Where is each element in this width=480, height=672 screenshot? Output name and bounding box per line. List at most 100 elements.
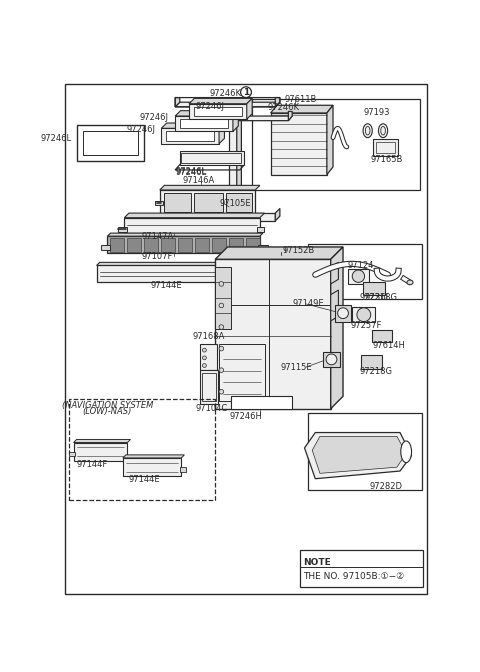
Bar	[252, 99, 420, 190]
Circle shape	[203, 364, 206, 368]
Bar	[308, 413, 421, 491]
Text: 97282D: 97282D	[369, 482, 402, 491]
Polygon shape	[233, 111, 238, 132]
Bar	[373, 139, 398, 156]
Circle shape	[219, 325, 224, 329]
Polygon shape	[123, 458, 181, 476]
Text: 97144F: 97144F	[77, 460, 108, 468]
Polygon shape	[73, 443, 127, 461]
Polygon shape	[247, 98, 252, 119]
Text: 97236L: 97236L	[360, 292, 391, 302]
Polygon shape	[215, 116, 292, 121]
Circle shape	[219, 282, 224, 286]
Polygon shape	[229, 213, 275, 221]
Text: 97246J: 97246J	[196, 102, 225, 112]
Bar	[308, 244, 421, 299]
Polygon shape	[160, 185, 260, 190]
Polygon shape	[108, 233, 263, 236]
Circle shape	[203, 348, 206, 352]
Polygon shape	[178, 238, 192, 251]
Polygon shape	[180, 119, 228, 128]
Text: 97246L: 97246L	[41, 134, 72, 143]
Polygon shape	[336, 306, 351, 323]
Circle shape	[219, 346, 224, 351]
Text: NOTE: NOTE	[303, 558, 331, 567]
Polygon shape	[124, 213, 264, 218]
Bar	[202, 373, 216, 401]
Text: 1: 1	[243, 87, 249, 97]
Polygon shape	[175, 111, 238, 116]
Polygon shape	[180, 151, 244, 165]
Polygon shape	[166, 132, 215, 140]
Text: (NAVIGATION SYSTEM: (NAVIGATION SYSTEM	[62, 401, 153, 410]
Polygon shape	[361, 355, 382, 369]
Text: 97147A: 97147A	[141, 232, 174, 241]
Polygon shape	[229, 121, 237, 221]
Polygon shape	[258, 245, 267, 250]
Polygon shape	[271, 106, 333, 113]
Text: 97246L: 97246L	[175, 168, 206, 177]
Circle shape	[219, 389, 224, 394]
Text: 97105E: 97105E	[220, 198, 252, 208]
Text: 97246K: 97246K	[209, 89, 241, 98]
Text: 97246J: 97246J	[126, 126, 155, 134]
Polygon shape	[189, 98, 252, 103]
Polygon shape	[212, 238, 226, 251]
Polygon shape	[108, 236, 260, 253]
Polygon shape	[180, 467, 186, 472]
Text: 97246H: 97246H	[229, 412, 263, 421]
Ellipse shape	[401, 441, 411, 462]
Polygon shape	[144, 238, 158, 251]
Text: 97115E: 97115E	[281, 363, 312, 372]
Polygon shape	[155, 201, 163, 206]
Polygon shape	[219, 344, 265, 401]
Ellipse shape	[407, 280, 413, 285]
Polygon shape	[161, 123, 225, 128]
Polygon shape	[312, 436, 406, 473]
Polygon shape	[275, 97, 280, 107]
Text: 97124: 97124	[348, 261, 374, 270]
Text: THE NO. 97105B:①−②: THE NO. 97105B:①−②	[303, 572, 404, 581]
Text: 97144E: 97144E	[151, 281, 182, 290]
Polygon shape	[215, 259, 331, 409]
Text: 97104C: 97104C	[195, 404, 228, 413]
Text: 97107F: 97107F	[141, 252, 173, 261]
Polygon shape	[164, 193, 191, 212]
Polygon shape	[96, 265, 252, 282]
Circle shape	[326, 354, 337, 365]
Text: 97246K: 97246K	[267, 103, 300, 112]
Polygon shape	[175, 116, 233, 132]
Polygon shape	[193, 193, 223, 212]
Polygon shape	[331, 262, 338, 284]
Text: 97257F: 97257F	[351, 321, 382, 330]
Text: 97218G: 97218G	[365, 293, 397, 302]
Text: 97193: 97193	[364, 108, 390, 118]
Text: 97218G: 97218G	[360, 367, 393, 376]
Polygon shape	[323, 351, 340, 367]
Polygon shape	[226, 193, 252, 212]
Polygon shape	[352, 307, 375, 323]
Polygon shape	[251, 273, 258, 278]
Polygon shape	[175, 97, 180, 107]
Polygon shape	[229, 238, 243, 251]
Circle shape	[219, 368, 224, 372]
Polygon shape	[271, 113, 327, 175]
Polygon shape	[175, 102, 280, 107]
Polygon shape	[160, 190, 255, 214]
Polygon shape	[331, 247, 343, 409]
Text: 97165B: 97165B	[371, 155, 403, 164]
Circle shape	[219, 303, 224, 308]
Text: 97246J: 97246J	[140, 113, 169, 122]
Text: 97611B: 97611B	[285, 95, 317, 103]
Circle shape	[357, 308, 371, 322]
Polygon shape	[73, 439, 131, 443]
Text: 97149E: 97149E	[292, 300, 324, 308]
Polygon shape	[246, 238, 260, 251]
Polygon shape	[348, 269, 369, 284]
Polygon shape	[331, 290, 338, 321]
Polygon shape	[69, 452, 75, 456]
Text: 97152B: 97152B	[283, 245, 315, 255]
Polygon shape	[127, 238, 141, 251]
Polygon shape	[215, 247, 343, 259]
Polygon shape	[200, 344, 217, 370]
